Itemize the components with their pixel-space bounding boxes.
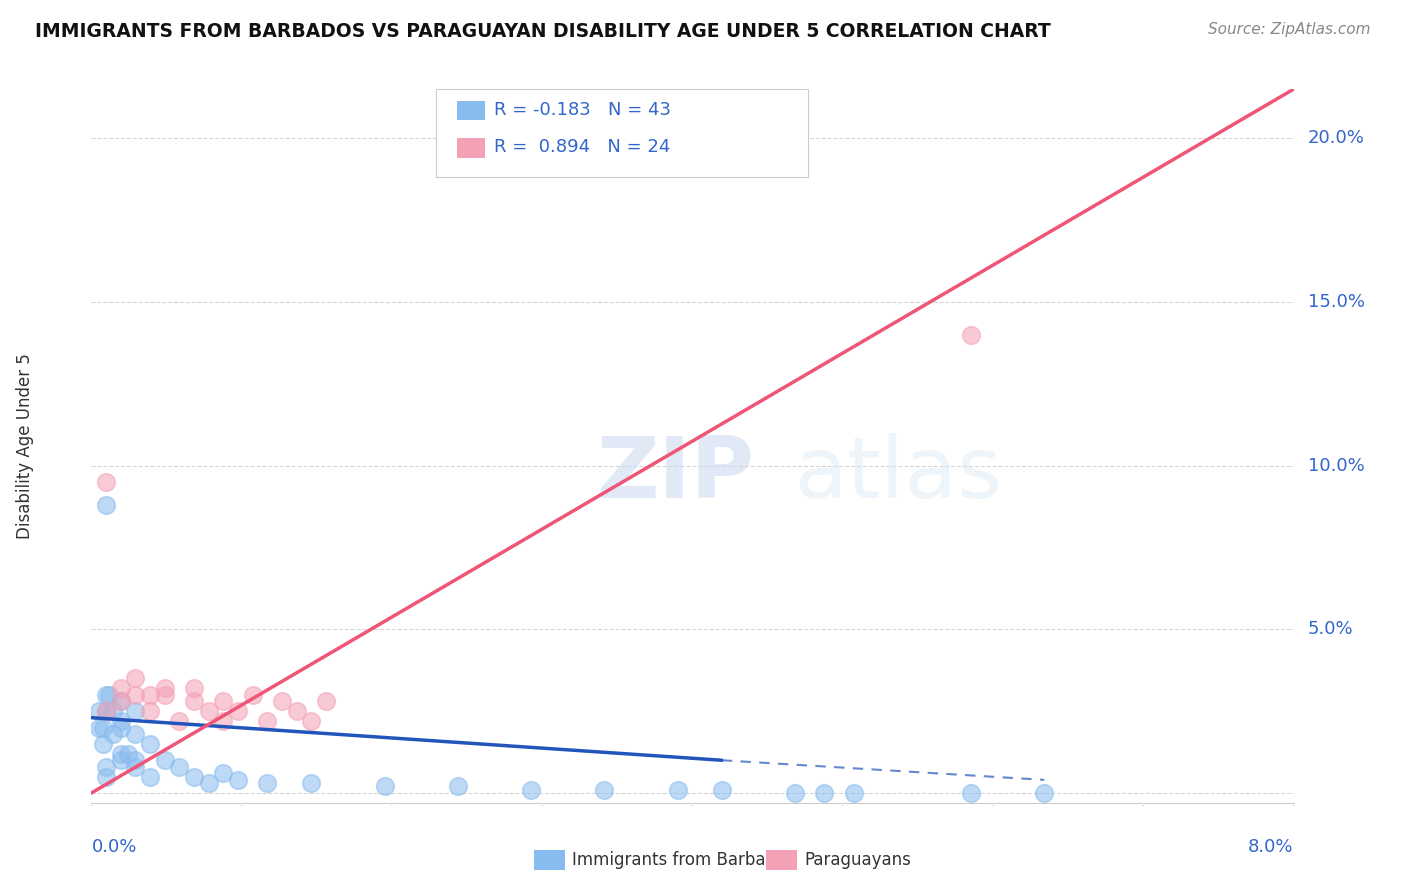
Point [183,681,205,696]
Point [94,704,117,718]
Point [139,688,162,702]
Point [110,747,132,761]
Text: 20.0%: 20.0% [1308,129,1365,147]
Point [315,694,337,708]
Point [242,688,264,702]
Point [1033,786,1056,800]
Point [124,760,146,774]
Text: 5.0%: 5.0% [1308,620,1354,639]
Point [117,747,139,761]
Text: IMMIGRANTS FROM BARBADOS VS PARAGUAYAN DISABILITY AGE UNDER 5 CORRELATION CHART: IMMIGRANTS FROM BARBADOS VS PARAGUAYAN D… [35,22,1050,41]
Point [110,753,132,767]
Point [91,721,114,735]
Point [153,688,176,702]
Point [285,704,308,718]
Point [124,753,146,767]
Text: Immigrants from Barbados: Immigrants from Barbados [572,851,796,869]
Point [783,786,806,800]
Point [169,714,191,728]
Point [374,780,396,794]
Point [94,475,117,489]
Text: 10.0%: 10.0% [1308,457,1365,475]
Point [87,721,110,735]
Point [299,714,322,728]
Point [139,737,162,751]
Point [226,772,249,787]
Text: 8.0%: 8.0% [1249,838,1294,856]
Point [197,776,219,790]
Point [212,766,235,780]
Point [271,694,294,708]
Point [139,704,162,718]
Text: atlas: atlas [794,433,1002,516]
Point [153,681,176,696]
Text: Source: ZipAtlas.com: Source: ZipAtlas.com [1208,22,1371,37]
Point [666,782,689,797]
Point [842,786,865,800]
Point [183,694,205,708]
Point [110,681,132,696]
Point [256,714,278,728]
Text: 0.0%: 0.0% [91,838,136,856]
Point [110,714,132,728]
Point [87,704,110,718]
Point [98,688,121,702]
Point [447,780,470,794]
Point [91,737,114,751]
Point [94,688,117,702]
Point [299,776,322,790]
Text: Disability Age Under 5: Disability Age Under 5 [17,353,34,539]
Text: R = -0.183   N = 43: R = -0.183 N = 43 [494,101,671,119]
Text: R =  0.894   N = 24: R = 0.894 N = 24 [494,138,669,156]
Point [169,760,191,774]
Point [103,704,125,718]
Point [212,714,235,728]
Point [256,776,278,790]
Point [960,786,983,800]
Point [226,704,249,718]
Text: Paraguayans: Paraguayans [804,851,911,869]
Point [960,327,983,342]
Point [94,770,117,784]
Point [212,694,235,708]
Point [710,782,733,797]
Point [110,694,132,708]
Point [124,688,146,702]
Point [593,782,616,797]
Point [124,704,146,718]
Point [103,727,125,741]
Point [813,786,835,800]
Point [94,760,117,774]
Point [183,770,205,784]
Point [153,753,176,767]
Point [124,727,146,741]
Point [94,704,117,718]
Point [124,672,146,686]
Text: 15.0%: 15.0% [1308,293,1365,311]
Point [94,498,117,512]
Point [197,704,219,718]
Text: ZIP: ZIP [596,433,754,516]
Point [110,694,132,708]
Point [520,782,543,797]
Point [139,770,162,784]
Point [110,721,132,735]
